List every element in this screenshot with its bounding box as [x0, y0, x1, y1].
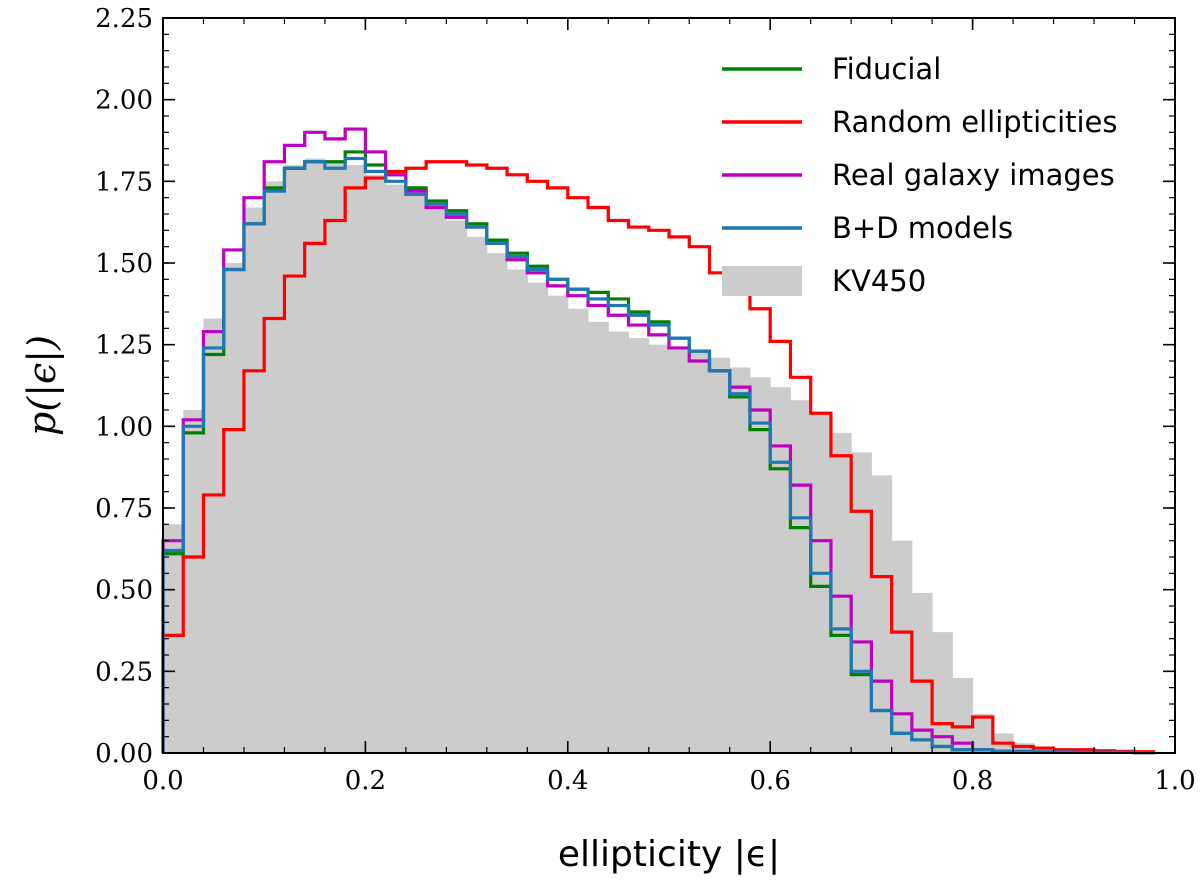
- kv450-bar: [932, 632, 953, 753]
- kv450-bar: [547, 295, 569, 753]
- kv450-bar: [304, 158, 326, 753]
- kv450-bar: [709, 357, 731, 753]
- kv450-bar: [770, 387, 791, 753]
- kv450-bar: [669, 347, 690, 753]
- kv450-bar: [689, 351, 710, 753]
- kv450-bar: [608, 331, 630, 753]
- y-tick-label: 1.75: [95, 167, 153, 197]
- kv450-bar: [345, 165, 366, 753]
- axis-ticks: 0.0 0.2 0.4 0.6 0.8 1.0 0.00 0.25 0.50 0.75 1.00 1.…: [95, 4, 1196, 796]
- y-axis-title: p(|ϵ|): [20, 335, 64, 436]
- kv450-bar: [972, 713, 994, 753]
- kv450-bar: [749, 377, 771, 753]
- kv450-bar: [486, 253, 508, 753]
- x-tick-label: 0.8: [952, 766, 993, 796]
- kv450-bar: [203, 318, 225, 753]
- kv450-bar: [183, 410, 204, 753]
- y-tick-label: 0.50: [95, 576, 153, 606]
- kv450-bar: [466, 236, 488, 753]
- x-tick-label: 0.0: [142, 766, 183, 796]
- kv450-bar: [588, 321, 609, 753]
- kv450-bar: [729, 367, 751, 753]
- kv450-bar: [223, 263, 245, 753]
- legend-swatch-kv450: [722, 266, 802, 296]
- legend-label: Fiducial: [832, 52, 941, 86]
- kv450-bar: [628, 338, 650, 753]
- kv450-bar: [952, 677, 974, 753]
- kv450-bar: [830, 432, 852, 753]
- kv450-bar: [243, 207, 265, 753]
- axes-frame: [162, 17, 1176, 754]
- kv450-bar: [385, 184, 407, 754]
- kv450-bar: [790, 400, 812, 753]
- y-tick-label: 1.50: [95, 249, 153, 279]
- plot-area: [161, 127, 1156, 755]
- y-tick-label: 1.25: [95, 331, 153, 361]
- y-tick-label: 1.00: [95, 412, 153, 442]
- x-tick-label: 0.6: [750, 766, 791, 796]
- x-tick-label: 1.0: [1154, 766, 1195, 796]
- kv450-bar: [264, 181, 285, 754]
- kv450-bar: [426, 207, 447, 753]
- y-tick-label: 0.75: [95, 494, 153, 524]
- kv450-bar: [446, 220, 468, 754]
- kv450-bar: [163, 524, 184, 753]
- kv450-bar: [891, 540, 913, 753]
- kv450-bar: [405, 194, 427, 753]
- y-tick-label: 0.25: [95, 657, 153, 687]
- kv450-bar: [810, 413, 832, 753]
- legend-label: KV450: [832, 264, 926, 298]
- series-line-3: [161, 156, 1155, 755]
- series-line-2: [161, 127, 1155, 755]
- kv450-bar: [567, 308, 589, 753]
- kv450-bar: [284, 165, 306, 753]
- kv450-bar: [911, 592, 933, 753]
- x-tick-label: 0.4: [547, 766, 588, 796]
- kv450-bar: [527, 282, 549, 753]
- kv450-bar: [324, 161, 346, 753]
- kv450-bar: [365, 174, 387, 754]
- kv450-bar: [507, 269, 528, 753]
- legend-label: Random ellipticities: [832, 105, 1118, 139]
- y-tick-label: 0.00: [95, 739, 153, 769]
- y-tick-label: 2.00: [95, 86, 153, 116]
- y-tick-label: 2.25: [95, 4, 153, 34]
- kv450-bar: [1013, 743, 1034, 753]
- kv450-bar: [871, 475, 893, 753]
- legend-label: B+D models: [832, 211, 1013, 245]
- legend-label: Real galaxy images: [832, 158, 1115, 192]
- x-axis-title: ellipticity |ϵ|: [558, 834, 780, 875]
- kv450-bar: [851, 452, 872, 753]
- legend: Fiducial Random ellipticities Real galaxy …: [722, 52, 1118, 298]
- x-tick-label: 0.2: [345, 766, 386, 796]
- kv450-bar: [648, 344, 670, 753]
- series-line-1: [161, 160, 1155, 754]
